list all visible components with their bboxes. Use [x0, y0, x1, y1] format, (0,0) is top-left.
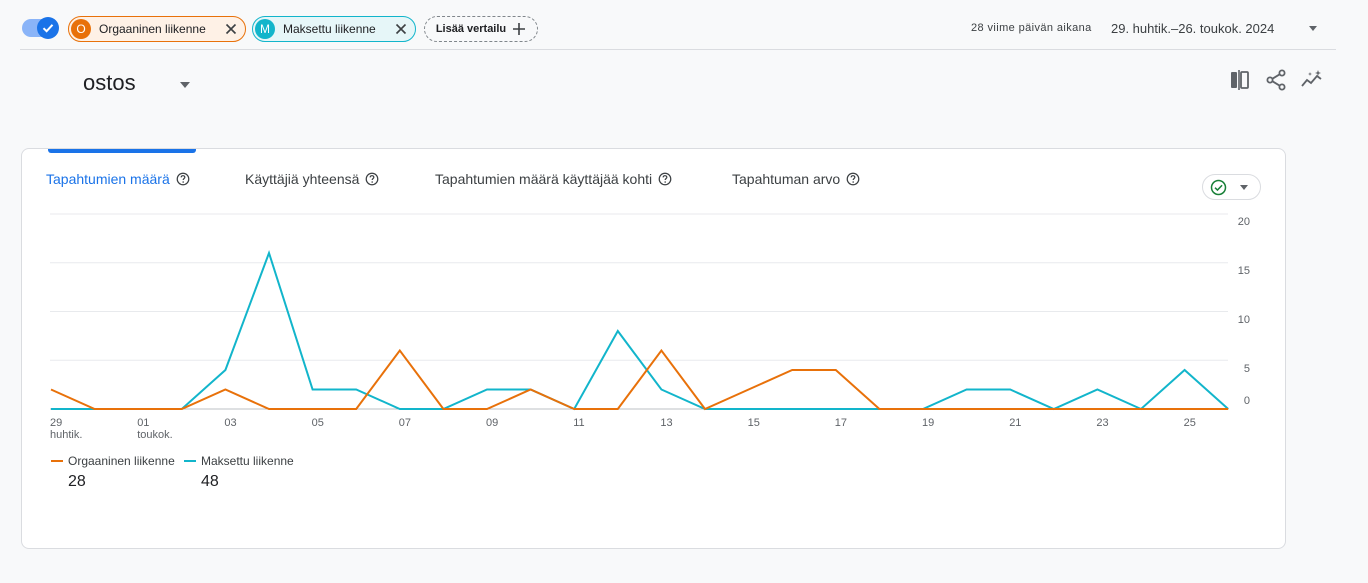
x-tick-label: 25 [1184, 417, 1196, 429]
x-tick-label: 13 [660, 417, 672, 429]
x-tick-label: 03 [224, 417, 236, 429]
active-tab-indicator [48, 149, 196, 153]
help-icon[interactable] [846, 172, 860, 186]
x-tick-label: 05 [312, 417, 324, 429]
legend-total-paid: 48 [201, 473, 219, 490]
x-tick-label: 21 [1009, 417, 1021, 429]
metric-card: Tapahtumien määrä Käyttäjiä yhteensä Tap… [21, 148, 1286, 549]
insights-icon[interactable] [1300, 68, 1324, 92]
x-tick-label: 19 [922, 417, 934, 429]
comparison-chip-label: Orgaaninen liikenne [99, 22, 206, 36]
x-tick-month-label: toukok. [137, 429, 172, 441]
organic-letter-icon: O [71, 19, 91, 39]
add-comparison-label: Lisää vertailu [435, 23, 507, 35]
tab-events-per-user[interactable]: Tapahtumien määrä käyttäjää kohti [435, 171, 672, 187]
x-tick-label: 29 [50, 417, 62, 429]
tab-total-users[interactable]: Käyttäjiä yhteensä [245, 171, 379, 187]
tab-label: Tapahtumien määrä käyttäjää kohti [435, 171, 653, 187]
x-tick-label: 01 [137, 417, 149, 429]
close-icon[interactable] [395, 23, 407, 35]
y-tick-label: 15 [1238, 265, 1250, 277]
legend-swatch [184, 459, 196, 462]
date-range-picker[interactable]: 29. huhtik.–26. toukok. 2024 [1111, 21, 1275, 36]
help-icon[interactable] [365, 172, 379, 186]
y-tick-label: 0 [1244, 395, 1250, 407]
legend-item-organic: Orgaaninen liikenne [51, 454, 175, 468]
x-tick-label: 11 [573, 417, 584, 429]
add-comparison-button[interactable]: Lisää vertailu [424, 16, 538, 42]
legend-total-organic: 28 [68, 473, 86, 490]
y-tick-label: 5 [1244, 363, 1250, 375]
x-tick-label: 09 [486, 417, 498, 429]
date-range-label: 28 viime päivän aikana [971, 22, 1092, 34]
comparison-toggle[interactable] [22, 17, 59, 39]
legend-label: Maksettu liikenne [201, 454, 294, 468]
share-icon[interactable] [1264, 68, 1288, 92]
comparison-chip-organic[interactable]: O Orgaaninen liikenne [68, 16, 246, 42]
y-tick-label: 10 [1238, 314, 1250, 326]
x-tick-label: 23 [1096, 417, 1108, 429]
check-icon [37, 17, 59, 39]
page-title[interactable]: ostos [83, 70, 136, 95]
plus-icon [513, 23, 526, 35]
x-tick-label: 15 [748, 417, 760, 429]
chevron-down-icon [1240, 185, 1248, 190]
tab-label: Tapahtumien määrä [46, 171, 170, 187]
x-tick-label: 17 [835, 417, 847, 429]
legend-item-paid: Maksettu liikenne [184, 454, 294, 468]
legend-swatch [51, 459, 63, 462]
comparison-chip-paid[interactable]: M Maksettu liikenne [252, 16, 416, 42]
tab-event-value[interactable]: Tapahtuman arvo [732, 171, 860, 187]
tab-label: Käyttäjiä yhteensä [245, 171, 360, 187]
tab-label: Tapahtuman arvo [732, 171, 841, 187]
help-icon[interactable] [658, 172, 672, 186]
chevron-down-icon[interactable] [180, 82, 190, 88]
tab-event-count[interactable]: Tapahtumien määrä [46, 171, 190, 187]
comparison-chip-label: Maksettu liikenne [283, 22, 376, 36]
close-icon[interactable] [225, 23, 237, 35]
series-line-paid[interactable] [51, 249, 1229, 411]
help-icon[interactable] [176, 172, 190, 186]
data-quality-button[interactable] [1202, 174, 1261, 200]
series-line-organic[interactable] [50, 348, 1229, 411]
chevron-down-icon[interactable] [1309, 26, 1317, 31]
comparison-bar: O Orgaaninen liikenne M Maksettu liikenn… [20, 0, 1336, 50]
paid-letter-icon: M [255, 19, 275, 39]
x-tick-month-label: huhtik. [50, 429, 82, 441]
legend-label: Orgaaninen liikenne [68, 454, 175, 468]
y-tick-label: 20 [1238, 216, 1250, 228]
x-tick-label: 07 [399, 417, 411, 429]
compare-icon[interactable] [1228, 68, 1252, 92]
check-circle-icon [1210, 179, 1227, 196]
